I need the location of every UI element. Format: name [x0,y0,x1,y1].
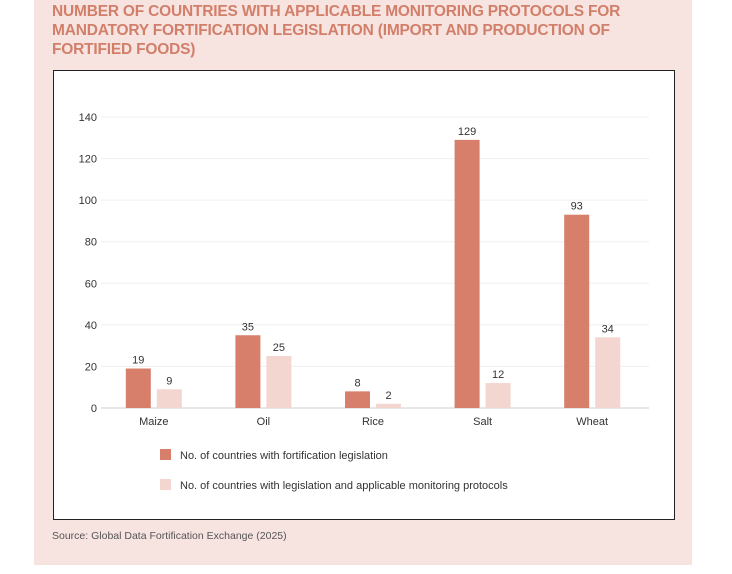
data-label-rice-series1: 8 [354,377,360,389]
legend-label-series1: No. of countries with fortification legi… [180,450,388,462]
legend-swatch-series1 [160,449,171,460]
y-tick-label-120: 120 [79,154,97,166]
bar-salt-series1 [454,139,480,408]
bar-maize-series1 [125,368,151,408]
legend-swatch-series2 [160,479,171,490]
chart-title: NUMBER OF COUNTRIES WITH APPLICABLE MONI… [52,3,621,58]
x-tick-label-maize: Maize [139,416,168,428]
bar-wheat-series1 [564,214,590,408]
data-label-salt-series2: 12 [492,369,504,381]
data-label-maize-series2: 9 [166,375,172,387]
y-tick-label-140: 140 [79,112,97,124]
y-tick-label-20: 20 [85,361,97,373]
chart-frame: 0 20 40 60 80 100 120 140 19 9 Maize 35 25 Oil 8 2 Rice 1… [53,70,675,520]
y-tick-label-80: 80 [85,237,97,249]
x-tick-label-oil: Oil [257,416,270,428]
x-tick-label-rice: Rice [362,416,384,428]
x-tick-label-salt: Salt [473,416,492,428]
bar-rice-series1 [345,391,370,408]
bar-rice-series2 [376,403,401,408]
bar-maize-series2 [156,389,182,408]
bar-wheat-series2 [595,337,621,408]
data-label-salt-series1: 129 [458,126,476,138]
bar-salt-series2 [485,383,511,408]
data-label-wheat-series1: 93 [571,201,583,213]
bar-oil-series1 [235,335,261,408]
source-note: Source: Global Data Fortification Exchan… [52,530,287,542]
bar-oil-series2 [266,356,292,408]
data-label-oil-series1: 35 [242,321,254,333]
data-label-rice-series2: 2 [385,390,391,402]
y-tick-label-0: 0 [91,403,97,415]
bar-chart: 0 20 40 60 80 100 120 140 19 9 Maize 35 25 Oil 8 2 Rice 1… [79,112,649,492]
legend-label-series2: No. of countries with legislation and ap… [180,480,508,492]
x-tick-label-wheat: Wheat [576,416,608,428]
y-tick-label-100: 100 [79,195,97,207]
data-label-maize-series1: 19 [132,355,144,367]
y-tick-label-60: 60 [85,278,97,290]
data-label-wheat-series2: 34 [602,323,614,335]
data-label-oil-series2: 25 [273,342,285,354]
y-tick-label-40: 40 [85,320,97,332]
chart-panel: NUMBER OF COUNTRIES WITH APPLICABLE MONI… [34,0,692,565]
